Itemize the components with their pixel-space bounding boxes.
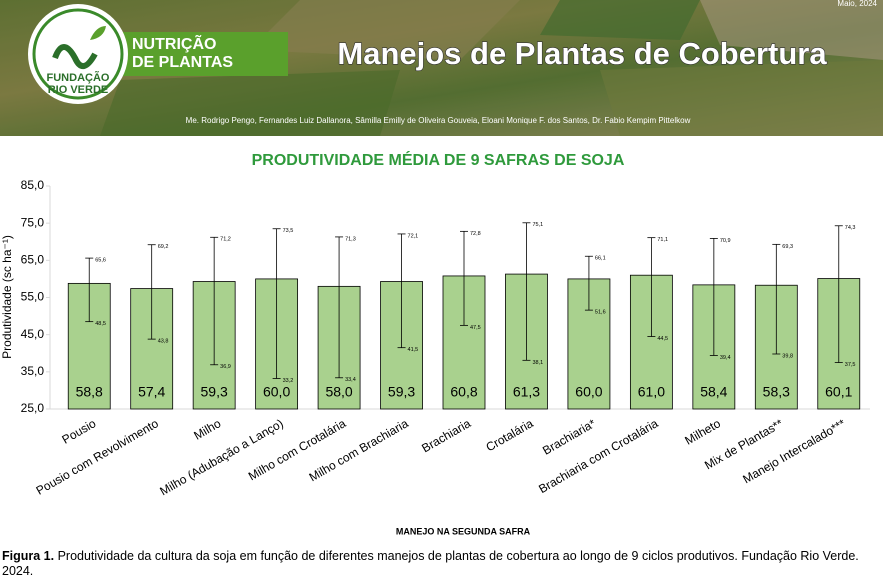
error-label: 69,3 (782, 244, 793, 250)
error-label: 71,1 (657, 237, 668, 243)
error-label: 71,2 (220, 237, 231, 243)
error-label: 73,5 (283, 228, 294, 234)
value-label: 60,0 (575, 384, 602, 400)
x-tick-label: Pousio (60, 416, 99, 447)
logo-ring (32, 8, 124, 100)
value-label: 61,0 (638, 384, 665, 400)
error-label: 38,1 (532, 360, 543, 366)
chart-title: PRODUTIVIDADE MÉDIA DE 9 SAFRAS DE SOJA (252, 150, 625, 169)
header-date: Maio, 2024 (837, 0, 877, 8)
y-tick-label: 45,0 (21, 327, 45, 341)
value-label: 58,3 (763, 384, 790, 400)
value-label: 60,1 (825, 384, 852, 400)
header-background (0, 0, 883, 136)
y-axis-title: Produtividade (sc ha⁻¹) (0, 235, 14, 359)
error-label: 74,3 (845, 225, 856, 231)
error-label: 51,6 (595, 310, 606, 316)
x-tick-label: Brachiaria (419, 416, 473, 455)
logo-text: FUNDAÇÃO (47, 71, 110, 84)
error-label: 37,5 (845, 362, 856, 368)
error-label: 65,6 (95, 258, 106, 264)
error-label: 70,9 (720, 238, 731, 244)
value-label: 60,8 (450, 384, 477, 400)
header-authors: Me. Rodrigo Pengo, Fernandes Luiz Dallan… (186, 116, 691, 125)
y-tick-label: 25,0 (21, 401, 45, 415)
y-tick-label: 75,0 (21, 215, 45, 229)
error-label: 44,5 (657, 336, 668, 342)
logo-text: RIO VERDE (48, 84, 109, 96)
error-label: 39,8 (782, 353, 793, 359)
chart: FUNDAÇÃO RIO VERDE NUTRIÇÃO DE PLANTAS M… (0, 0, 883, 536)
error-label: 33,4 (345, 377, 356, 383)
y-tick-label: 55,0 (21, 290, 45, 304)
error-label: 39,4 (720, 355, 731, 361)
x-tick-label: Milheto (682, 416, 723, 448)
y-tick-label: 85,0 (21, 178, 45, 192)
error-label: 48,5 (95, 321, 106, 327)
value-label: 60,0 (263, 384, 290, 400)
error-label: 75,1 (532, 222, 543, 228)
caption-label: Figura 1. (2, 549, 55, 563)
y-tick-label: 35,0 (21, 364, 45, 378)
error-label: 72,8 (470, 231, 481, 237)
error-label: 47,5 (470, 325, 481, 331)
x-axis-title: MANEJO NA SEGUNDA SAFRA (396, 526, 531, 536)
logo-icon (52, 44, 98, 69)
value-label: 58,4 (700, 384, 727, 400)
error-label: 66,1 (595, 256, 606, 262)
caption-text: Produtividade da cultura da soja em funç… (2, 549, 859, 578)
value-label: 61,3 (513, 384, 540, 400)
brand-box (120, 32, 288, 76)
value-label: 58,0 (325, 384, 352, 400)
value-label: 57,4 (138, 384, 165, 400)
x-tick-label: Brachiaria com Crotalária (536, 416, 661, 496)
logo-leaf (90, 26, 106, 40)
x-tick-label: Manejo Intercalado*** (740, 416, 848, 486)
value-label: 59,3 (201, 384, 228, 400)
error-label: 69,2 (158, 244, 169, 250)
error-label: 43,8 (158, 339, 169, 345)
x-tick-label: Crotalária (483, 416, 535, 454)
brand-text: DE PLANTAS (132, 54, 233, 71)
x-tick-label: Brachiaria* (540, 416, 598, 458)
error-label: 71,3 (345, 236, 356, 242)
error-label: 41,5 (408, 347, 419, 353)
y-tick-label: 65,0 (21, 253, 45, 267)
error-label: 33,2 (283, 378, 294, 384)
value-label: 58,8 (76, 384, 103, 400)
value-label: 59,3 (388, 384, 415, 400)
error-label: 72,1 (408, 233, 419, 239)
caption: Figura 1. Produtividade da cultura da so… (2, 549, 880, 579)
brand-text: NUTRIÇÃO (132, 33, 216, 53)
header-title: Manejos de Plantas de Cobertura (337, 36, 827, 71)
error-label: 36,9 (220, 364, 231, 370)
x-tick-label: Milho (191, 416, 223, 443)
